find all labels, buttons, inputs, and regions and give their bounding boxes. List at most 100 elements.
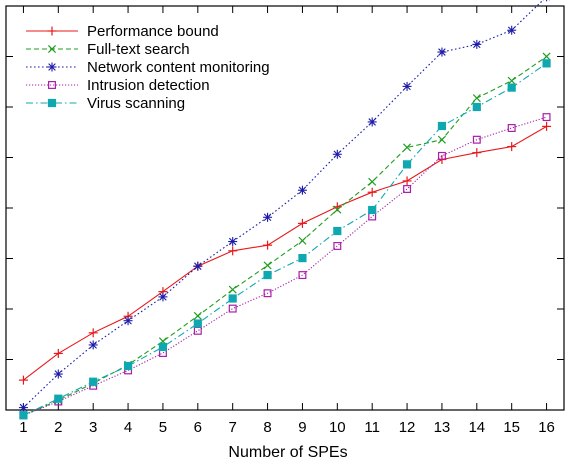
legend-entry: Intrusion detection bbox=[26, 77, 210, 94]
series-line bbox=[23, 56, 547, 416]
data-point-cross bbox=[298, 236, 307, 245]
series-line bbox=[23, 62, 547, 416]
series-line bbox=[23, 125, 547, 381]
x-tick-label: 9 bbox=[298, 419, 306, 436]
data-point-star bbox=[332, 149, 342, 159]
data-point-square-filled bbox=[333, 226, 342, 236]
data-point-cross bbox=[333, 205, 342, 214]
x-tick-label: 4 bbox=[124, 419, 132, 436]
data-point-square-filled bbox=[89, 377, 98, 386]
x-tick-label: 12 bbox=[399, 419, 416, 436]
data-point-square-filled bbox=[158, 342, 168, 352]
data-point-star bbox=[543, 0, 551, 2]
data-point-square-filled bbox=[19, 411, 28, 420]
data-point-square-open bbox=[298, 271, 307, 280]
data-point-square-filled bbox=[263, 270, 272, 280]
x-tick-label: 15 bbox=[503, 419, 520, 436]
data-point-cross bbox=[542, 52, 551, 61]
data-point-square-filled bbox=[507, 83, 516, 92]
data-point-plus bbox=[297, 218, 307, 228]
data-point-star bbox=[263, 212, 273, 222]
legend-label: Network content monitoring bbox=[87, 59, 270, 76]
series-layer bbox=[18, 0, 552, 420]
data-point-plus bbox=[228, 246, 238, 256]
data-point-square-filled bbox=[193, 319, 202, 328]
data-point-square-filled bbox=[298, 253, 307, 263]
axis-ticks bbox=[6, 6, 564, 410]
series-virus-scanning bbox=[19, 59, 551, 420]
data-point-star bbox=[437, 47, 447, 57]
data-point-cross bbox=[403, 143, 412, 152]
data-point-star bbox=[472, 39, 482, 49]
data-point-plus bbox=[18, 375, 28, 385]
data-point-star bbox=[507, 25, 517, 35]
data-point-square-open bbox=[228, 304, 237, 313]
data-point-plus bbox=[263, 240, 273, 250]
data-point-square-filled bbox=[47, 98, 57, 108]
data-point-square-open bbox=[437, 151, 446, 160]
data-point-plus bbox=[367, 187, 377, 197]
data-point-square-open bbox=[403, 185, 412, 193]
data-point-star bbox=[18, 403, 28, 413]
series-line bbox=[23, 0, 544, 408]
data-point-square-filled bbox=[402, 160, 412, 169]
data-point-square-open bbox=[542, 113, 551, 122]
data-point-star bbox=[88, 340, 98, 350]
x-tick-label: 1 bbox=[19, 419, 27, 436]
legend-label: Full-text search bbox=[87, 41, 190, 58]
x-tick-label: 7 bbox=[229, 419, 237, 436]
data-point-cross bbox=[193, 311, 202, 320]
x-axis-label: Number of SPEs bbox=[228, 444, 347, 461]
data-point-star bbox=[123, 316, 133, 326]
data-point-star bbox=[193, 261, 203, 271]
data-point-plus bbox=[402, 176, 412, 186]
data-point-square-open bbox=[333, 242, 342, 250]
data-point-plus bbox=[472, 148, 482, 158]
data-point-square-open bbox=[263, 289, 272, 298]
x-tick-label: 10 bbox=[329, 419, 346, 436]
data-point-square-open bbox=[48, 81, 56, 89]
data-point-star bbox=[158, 292, 168, 302]
data-point-square-open bbox=[507, 124, 516, 132]
legend-entry: Performance bound bbox=[26, 23, 219, 40]
data-point-cross bbox=[263, 261, 272, 270]
data-point-square-filled bbox=[437, 121, 447, 131]
x-tick-label: 5 bbox=[159, 419, 167, 436]
x-tick-label: 11 bbox=[364, 419, 380, 436]
data-point-star bbox=[402, 81, 412, 91]
data-point-star bbox=[53, 369, 63, 379]
legend-label: Performance bound bbox=[87, 23, 219, 40]
data-point-star bbox=[47, 62, 57, 72]
x-tick-label: 3 bbox=[89, 419, 97, 436]
data-point-plus bbox=[88, 328, 98, 338]
legend-entry: Network content monitoring bbox=[26, 59, 270, 76]
data-point-plus bbox=[47, 26, 57, 36]
x-tick-label: 14 bbox=[468, 419, 485, 436]
data-point-square-open bbox=[368, 212, 377, 221]
data-point-square-filled bbox=[54, 394, 63, 403]
data-point-plus bbox=[507, 142, 517, 152]
data-point-star bbox=[367, 117, 377, 127]
legend-entry: Full-text search bbox=[26, 41, 190, 58]
series-intrusion-detection bbox=[19, 113, 551, 420]
data-point-cross bbox=[368, 177, 377, 186]
data-point-star bbox=[297, 185, 307, 195]
data-point-cross bbox=[228, 285, 237, 294]
data-point-square-filled bbox=[542, 59, 551, 68]
data-point-cross bbox=[472, 94, 481, 103]
data-point-square-open bbox=[472, 135, 481, 144]
data-point-square-filled bbox=[472, 102, 481, 112]
data-point-plus bbox=[53, 348, 63, 358]
x-tick-label: 8 bbox=[263, 419, 271, 436]
data-point-square-open bbox=[193, 326, 202, 335]
data-point-square-filled bbox=[368, 205, 377, 215]
x-tick-label: 16 bbox=[538, 419, 555, 436]
data-point-plus bbox=[542, 121, 552, 131]
x-tick-label: 13 bbox=[434, 419, 451, 436]
data-point-cross bbox=[507, 76, 516, 85]
series-line bbox=[23, 116, 547, 416]
series-network-content-monitoring bbox=[18, 0, 551, 413]
data-point-square-filled bbox=[228, 294, 237, 303]
legend-label: Intrusion detection bbox=[87, 77, 210, 94]
